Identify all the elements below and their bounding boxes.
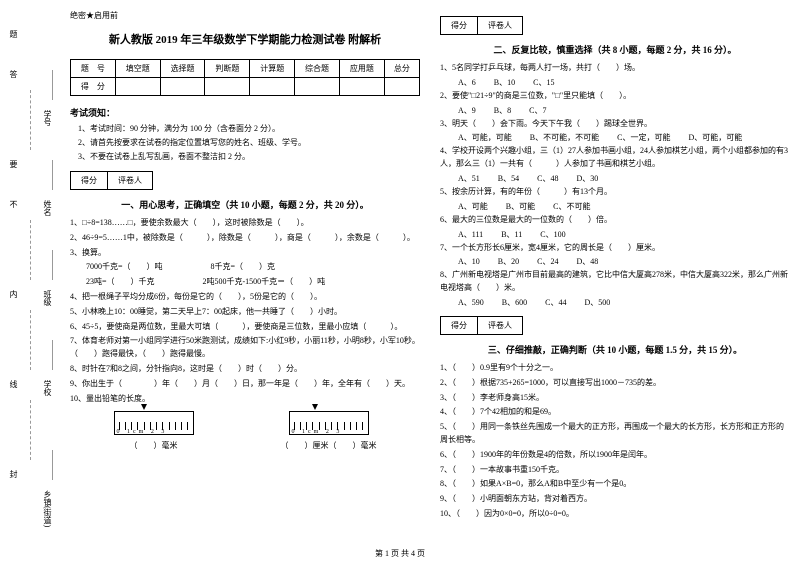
section3-title: 三、仔细推敲，正确判断（共 10 小题，每题 1.5 分，共 15 分）。 <box>440 343 790 356</box>
question: 3、明天（ ）会下雨。今天下午我（ ）踢球全世界。 <box>440 118 790 131</box>
subscore-grader: 评卷人 <box>478 17 522 34</box>
left-column: 绝密★启用前 新人教版 2019 年三年级数学下学期能力检测试卷 附解析 题 号… <box>70 10 420 523</box>
question: 1、（ ）0.9里有9个十分之一。 <box>440 362 790 375</box>
page-footer: 第 1 页 共 4 页 <box>0 548 800 559</box>
ruler-label: （ ）厘米（ ）毫米 <box>281 440 377 451</box>
question: 3、（ ）李老师身高15米。 <box>440 392 790 405</box>
table-row: 题 号 填空题 选择题 判断题 计算题 综合题 应用题 总分 <box>71 60 420 78</box>
content-area: 绝密★启用前 新人教版 2019 年三年级数学下学期能力检测试卷 附解析 题 号… <box>70 10 790 523</box>
question: 2、（ ）根据735+265=1000，可以直接写出1000－735的差。 <box>440 377 790 390</box>
options: A、可能，可能B、不可能，不可能C、一定，可能D、可能，可能 <box>440 132 790 143</box>
subscore-score: 得分 <box>441 17 478 34</box>
options: A、111B、11C、100 <box>440 229 790 240</box>
exam-page: 乡镇(街道) 学校 班级 姓名 学号 封 线 内 不 要 答 题 绝密★启用前 … <box>0 0 800 565</box>
notice-title: 考试须知： <box>70 106 420 119</box>
section1-title: 一、用心思考，正确填空（共 10 小题，每题 2 分，共 20 分）。 <box>70 198 420 211</box>
options: A、10B、20C、24D、48 <box>440 256 790 267</box>
ruler-2: 0 1cm 2 3 （ ）厘米（ ）毫米 <box>281 411 377 451</box>
seal-char: 不 <box>8 200 19 208</box>
arrow-down-icon <box>141 404 147 410</box>
question: 4、（ ）7个42相加的和是69。 <box>440 406 790 419</box>
subscore-box: 得分 评卷人 <box>70 171 153 190</box>
options: A、6B、10C、15 <box>440 77 790 88</box>
field-class: 班级 <box>42 290 53 306</box>
ruler-label: （ ）毫米 <box>114 440 194 451</box>
binding-margin: 乡镇(街道) 学校 班级 姓名 学号 封 线 内 不 要 答 题 <box>0 0 60 565</box>
question: 7、体育老师对第一小组同学进行50米跑测试，成绩如下:小红9秒，小丽11秒，小明… <box>70 335 420 361</box>
question: 10、量出铅笔的长度。 <box>70 393 420 406</box>
notice-item: 3、不要在试卷上乱写乱画，卷面不整洁扣 2 分。 <box>70 151 420 162</box>
subscore-box: 得分 评卷人 <box>440 316 523 335</box>
question: 10、（ ）因为0×0=0，所以0÷0=0。 <box>440 508 790 521</box>
table-row: 得 分 <box>71 78 420 96</box>
subscore-score: 得分 <box>71 172 108 189</box>
subscore-score: 得分 <box>441 317 478 334</box>
question: 5、（ ）用同一条铁丝先围成一个最大的正方形，再围成一个最大的长方形，长方形和正… <box>440 421 790 447</box>
question: 6、最大的三位数是最大的一位数的（ ）倍。 <box>440 214 790 227</box>
ruler-icon: 0 1cm 2 3 <box>114 411 194 435</box>
ruler-icon: 0 1cm 2 3 <box>289 411 369 435</box>
question: 8、广州新电视塔是广州市目前最高的建筑，它比中信大厦高278米，中信大厦高322… <box>440 269 790 295</box>
question-sub: 23吨=（ ）千克 2吨500千克-1500千克＝（ ）吨 <box>70 276 420 289</box>
question: 4、把一根绳子平均分成6份，每份是它的（ ），5份是它的（ ）。 <box>70 291 420 304</box>
options: A、可能B、可能C、不可能 <box>440 201 790 212</box>
question: 7、（ ）一本故事书重150千克。 <box>440 464 790 477</box>
question: 8、时针在7和8之间，分针指向8，这时是（ ）时（ ）分。 <box>70 363 420 376</box>
seal-char: 答 <box>8 70 19 78</box>
question: 4、学校开设两个兴趣小组，三（1）27人参加书画小组，24人参加棋艺小组，两个小… <box>440 145 790 171</box>
question: 5、按余历计算，有的年份（ ）有13个月。 <box>440 186 790 199</box>
question: 1、5名同学打乒乓球，每两人打一场，共打（ ）场。 <box>440 62 790 75</box>
subscore-grader: 评卷人 <box>478 317 522 334</box>
question: 9、你出生于（ ）年（ ）月（ ）日，那一年是（ ）年，全年有（ ）天。 <box>70 378 420 391</box>
question: 9、（ ）小明面朝东方站，背对着西方。 <box>440 493 790 506</box>
seal-char: 题 <box>8 30 19 38</box>
question: 6、（ ）1900年的年份数是4的倍数，所以1900年是闰年。 <box>440 449 790 462</box>
notice-item: 2、请首先按要求在试卷的指定位置填写您的姓名、班级、学号。 <box>70 137 420 148</box>
question: 3、换算。 <box>70 247 420 260</box>
question: 6、45÷5，要使商是两位数，里最大可填（ ），要使商是三位数，里最小应填（ ）… <box>70 321 420 334</box>
subscore-box: 得分 评卷人 <box>440 16 523 35</box>
field-township: 乡镇(街道) <box>42 490 53 527</box>
subscore-grader: 评卷人 <box>108 172 152 189</box>
question: 7、一个长方形长6厘米，宽4厘米，它的周长是（ ）厘米。 <box>440 242 790 255</box>
question: 2、要使"□21÷9"的商是三位数，"□"里只能填（ ）。 <box>440 90 790 103</box>
field-name: 姓名 <box>42 200 53 216</box>
secret-label: 绝密★启用前 <box>70 10 420 21</box>
question-sub: 7000千克=（ ）吨 8千克=（ ）克 <box>70 261 420 274</box>
question: 1、□÷8=138……□，要使余数最大（ ），这时被除数是（ ）。 <box>70 217 420 230</box>
field-school: 学校 <box>42 380 53 396</box>
score-table: 题 号 填空题 选择题 判断题 计算题 综合题 应用题 总分 得 分 <box>70 59 420 96</box>
seal-char: 要 <box>8 160 19 168</box>
notice-item: 1、考试时间：90 分钟，满分为 100 分（含卷面分 2 分）。 <box>70 123 420 134</box>
options: A、9B、8C、7 <box>440 105 790 116</box>
question: 8、（ ）如果A×B=0，那么A和B中至少有一个是0。 <box>440 478 790 491</box>
field-id: 学号 <box>42 110 53 126</box>
seal-char: 线 <box>8 380 19 388</box>
arrow-down-icon <box>312 404 318 410</box>
seal-char: 内 <box>8 290 19 298</box>
options: A、51B、54C、48D、30 <box>440 173 790 184</box>
seal-char: 封 <box>8 470 19 478</box>
exam-title: 新人教版 2019 年三年级数学下学期能力检测试卷 附解析 <box>70 31 420 47</box>
question: 5、小林晚上10：00睡觉，第二天早上7：00起床，他一共睡了（ ）小时。 <box>70 306 420 319</box>
right-column: 得分 评卷人 二、反复比较，慎重选择（共 8 小题，每题 2 分，共 16 分）… <box>440 10 790 523</box>
ruler-row: 0 1cm 2 3 （ ）毫米 0 1cm 2 3 （ ）厘米（ ）毫米 <box>70 411 420 451</box>
ruler-1: 0 1cm 2 3 （ ）毫米 <box>114 411 194 451</box>
options: A、590B、600C、44D、500 <box>440 297 790 308</box>
section2-title: 二、反复比较，慎重选择（共 8 小题，每题 2 分，共 16 分）。 <box>440 43 790 56</box>
question: 2、46÷9=5……1中，被除数是（ ），除数是（ ），商是（ ），余数是（ ）… <box>70 232 420 245</box>
